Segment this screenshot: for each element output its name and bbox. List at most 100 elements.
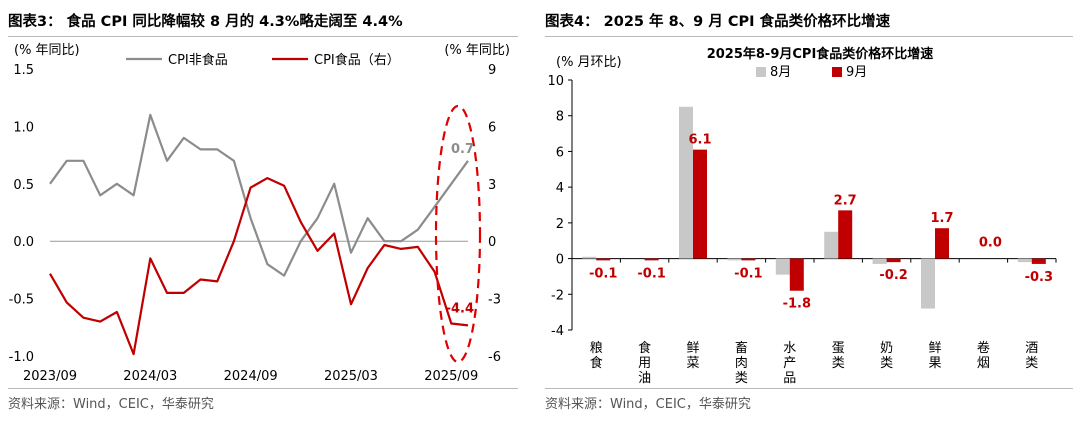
bar-sep	[886, 258, 901, 263]
y-tick-label: 8	[556, 110, 564, 125]
left-y-tick-label: 1.0	[13, 120, 34, 135]
legend-label: CPI非食品	[168, 52, 228, 68]
series-line-food	[49, 177, 469, 356]
category-label-char: 类	[832, 356, 845, 371]
right-y-tick-label: 6	[488, 120, 496, 135]
data-annotation: -4.4	[446, 301, 474, 316]
x-tick-label: 2023/09	[23, 369, 77, 384]
data-label: -1.8	[783, 297, 811, 312]
category-label-char: 酒	[1025, 341, 1038, 356]
left-title-rule	[8, 36, 518, 37]
legend-swatch	[832, 67, 842, 77]
legend-label: CPI食品（右）	[314, 52, 400, 68]
right-y-tick-label: 0	[488, 235, 496, 250]
bar-sep	[693, 149, 707, 259]
left-chart-title: 图表3： 食品 CPI 同比降幅较 8 月的 4.3%略走阔至 4.4%	[8, 14, 403, 30]
category-label-char: 品	[783, 371, 796, 386]
category-label-char: 鲜	[686, 341, 699, 356]
category-label-char: 类	[880, 356, 893, 371]
data-label: 1.7	[930, 211, 953, 226]
data-annotation: 0.7	[451, 142, 474, 157]
data-label: 2.7	[834, 193, 857, 208]
left-source: 资料来源：Wind，CEIC，华泰研究	[8, 397, 214, 412]
bar-aug	[582, 256, 597, 259]
category-label-char: 果	[928, 356, 941, 371]
data-label: -0.2	[879, 268, 907, 283]
x-tick-label: 2024/09	[224, 369, 278, 384]
category-label-char: 菜	[686, 356, 699, 371]
bar-aug	[872, 258, 887, 264]
left-y-tick-label: 0.0	[13, 235, 34, 250]
y-tick-label: 4	[556, 181, 564, 196]
category-label-char: 类	[1025, 356, 1038, 371]
right-title-rule	[545, 36, 1073, 37]
bar-sep	[741, 258, 756, 261]
series-line-nonfood	[49, 113, 469, 277]
left-y-tick-label: 0.5	[13, 178, 34, 193]
data-label: 0.0	[979, 236, 1002, 251]
bar-sep	[935, 228, 949, 259]
x-tick-label: 2024/03	[123, 369, 177, 384]
bar-aug	[727, 258, 742, 261]
category-label-char: 烟	[977, 356, 990, 371]
left-y-tick-label: 1.5	[13, 63, 34, 78]
category-label-char: 粮	[590, 341, 603, 356]
right-axis-title: (% 年同比)	[444, 43, 510, 58]
category-label-char: 水	[783, 341, 796, 356]
bar-aug	[775, 258, 790, 275]
left-axis-title: (% 年同比)	[14, 43, 80, 58]
y-tick-label: 2	[556, 217, 564, 232]
bar-sep	[838, 210, 853, 259]
highlight-ellipse	[434, 104, 482, 364]
right-y-tick-label: 9	[488, 63, 496, 78]
left-y-tick-label: -1.0	[9, 350, 34, 365]
category-label-char: 类	[735, 371, 748, 386]
category-label-char: 蛋	[832, 341, 845, 356]
category-label-char: 鲜	[928, 341, 941, 356]
legend-label: 8月	[770, 65, 791, 80]
category-label-char: 产	[783, 356, 796, 371]
data-label: -0.3	[1025, 270, 1053, 285]
category-label-char: 食	[638, 340, 651, 356]
left-source-rule	[8, 388, 518, 389]
category-label-char: 油	[638, 371, 651, 386]
right-y-tick-label: 3	[488, 178, 496, 193]
right-source: 资料来源：Wind，CEIC，华泰研究	[545, 397, 751, 412]
bar-aug	[1017, 258, 1032, 263]
inner-chart-title: 2025年8-9月CPI食品类价格环比增速	[707, 46, 934, 62]
right-chart-title: 图表4： 2025 年 8、9 月 CPI 食品类价格环比增速	[545, 14, 891, 30]
bar-aug	[679, 106, 693, 259]
x-tick-label: 2025/03	[324, 369, 378, 384]
right-y-tick-label: -6	[488, 350, 501, 365]
y-tick-label: 10	[547, 74, 564, 89]
y-tick-label: -2	[551, 288, 564, 303]
x-tick-label: 2025/09	[424, 369, 478, 384]
data-label: 6.1	[688, 133, 711, 148]
legend-label: 9月	[846, 65, 867, 80]
category-label-char: 奶	[880, 341, 893, 356]
bar-sep	[1031, 258, 1046, 264]
right-y-tick-label: -3	[488, 293, 501, 308]
category-label-char: 肉	[735, 356, 748, 371]
category-label-char: 食	[590, 355, 603, 371]
left-chart: 1.5 1.0 0.5 0.0 -0.5 -1.0 9 6 3 0 -3 -6 (% 年同比) (% 年同…	[9, 43, 510, 384]
category-label-char: 卷	[977, 340, 990, 356]
data-label: -0.1	[589, 266, 617, 281]
legend-swatch	[756, 67, 766, 77]
data-label: -0.1	[734, 266, 762, 281]
category-label-char: 畜	[735, 340, 748, 356]
bar-sep	[789, 258, 804, 291]
right-chart: 10 8 6 4 2 0 -2 -4 (% 月环比) 2025年8-9月CPI食品类价格环比增速 8…	[547, 46, 1057, 386]
y-tick-label: -4	[551, 324, 564, 339]
data-label: -0.1	[637, 266, 665, 281]
bar-sep	[644, 258, 659, 261]
bar-sep	[596, 258, 611, 261]
y-axis-title: (% 月环比)	[556, 55, 622, 70]
right-source-rule	[545, 388, 1073, 389]
left-y-tick-label: -0.5	[9, 293, 34, 308]
y-tick-label: 0	[556, 253, 564, 268]
bar-aug	[824, 231, 839, 259]
bar-aug	[921, 258, 935, 309]
category-label-char: 用	[638, 356, 651, 371]
y-tick-label: 6	[556, 145, 564, 160]
